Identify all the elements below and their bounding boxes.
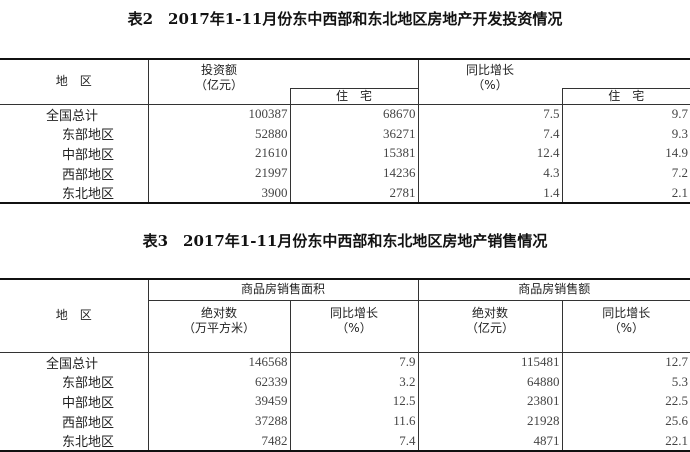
- investment-cell: 21610: [147, 143, 290, 164]
- header-sales-absolute: 绝对数 （亿元）: [417, 300, 563, 353]
- unit: （亿元）: [466, 320, 515, 335]
- area-growth-cell: 11.6: [289, 411, 419, 431]
- sales-growth-cell: 22.5: [561, 391, 690, 412]
- growth-cell: 7.4: [417, 124, 562, 144]
- sales-growth-cell: 5.3: [561, 372, 690, 392]
- header-growth-residential: 住 宅: [561, 87, 690, 105]
- table-row: 西部地区 37288 11.6 21928 25.6: [0, 411, 690, 431]
- unit: （%）: [336, 320, 372, 335]
- header-area-absolute: 绝对数 （万平方米）: [147, 300, 290, 353]
- growth-residential-cell: 14.9: [561, 143, 690, 164]
- sales-growth-cell: 12.7: [561, 352, 690, 373]
- investment-cell: 3900: [147, 182, 290, 204]
- growth-cell: 1.4: [417, 182, 562, 204]
- sales-cell: 115481: [417, 352, 563, 373]
- investment-cell: 100387: [147, 104, 290, 125]
- growth-residential-cell: 2.1: [561, 182, 690, 204]
- header-sales-growth: 同比增长 （%）: [561, 300, 690, 353]
- table-row: 中部地区 21610 15381 12.4 14.9: [0, 143, 690, 164]
- sales-table: 地 区 商品房销售面积 商品房销售额 绝对数 （万平方米） 同比增长 （%） 绝对数…: [0, 278, 690, 452]
- region-cell: 全国总计: [46, 108, 99, 124]
- table-row: 东北地区 7482 7.4 4871 22.1: [0, 430, 690, 452]
- region-cell: 东北地区: [62, 435, 115, 451]
- investment-cell: 21997: [147, 163, 290, 183]
- header-area-group: 商品房销售面积: [147, 279, 419, 301]
- region-cell: 中部地区: [62, 395, 115, 411]
- label: 同比增长: [602, 305, 651, 320]
- region-cell: 东部地区: [62, 376, 115, 392]
- sales-cell: 23801: [417, 391, 563, 412]
- sales-cell: 64880: [417, 372, 563, 392]
- growth-cell: 7.5: [417, 104, 562, 125]
- area-growth-cell: 7.9: [289, 352, 419, 373]
- label: 绝对数: [472, 305, 509, 320]
- unit: （万平方米）: [182, 320, 255, 335]
- region-cell: 中部地区: [62, 147, 115, 163]
- label: 同比增长: [330, 305, 379, 320]
- growth-residential-cell: 9.3: [561, 124, 690, 144]
- residential-cell: 2781: [289, 182, 418, 204]
- sales-growth-cell: 25.6: [561, 411, 690, 431]
- region-cell: 全国总计: [46, 356, 99, 372]
- sales-cell: 4871: [417, 430, 563, 452]
- area-cell: 146568: [147, 352, 290, 373]
- header-growth: 同比增长 （%）: [417, 59, 562, 105]
- area-growth-cell: 12.5: [289, 391, 419, 412]
- region-cell: 东部地区: [62, 128, 115, 144]
- area-growth-cell: 7.4: [289, 430, 419, 452]
- growth-cell: 12.4: [417, 143, 562, 164]
- header-growth-label: 同比增长: [465, 63, 514, 77]
- table3-title: 表3 2017年1-11月份东中西部和东北地区房地产销售情况: [142, 232, 548, 250]
- header-area-growth: 同比增长 （%）: [289, 300, 419, 353]
- table-row: 全国总计 100387 68670 7.5 9.7: [0, 104, 690, 125]
- label: 绝对数: [200, 305, 237, 320]
- header-investment-label: 投资额: [200, 63, 237, 77]
- area-growth-cell: 3.2: [289, 372, 419, 392]
- residential-cell: 36271: [289, 124, 418, 144]
- growth-cell: 4.3: [417, 163, 562, 183]
- header-region: 地 区: [0, 59, 148, 105]
- header-sales-group: 商品房销售额: [417, 279, 690, 301]
- table-row: 东部地区 52880 36271 7.4 9.3: [0, 124, 690, 144]
- region-cell: 西部地区: [62, 415, 115, 431]
- residential-cell: 68670: [289, 104, 418, 125]
- table-row: 中部地区 39459 12.5 23801 22.5: [0, 391, 690, 412]
- sales-cell: 21928: [417, 411, 563, 431]
- header-investment-unit: （亿元）: [194, 78, 243, 92]
- residential-cell: 14236: [289, 163, 418, 183]
- residential-cell: 15381: [289, 143, 418, 164]
- investment-table: 地 区 投资额 （亿元） 同比增长 （%） 住 宅 住 宅 全国总计 100387 68…: [0, 58, 690, 205]
- area-cell: 39459: [147, 391, 290, 412]
- table-row: 全国总计 146568 7.9 115481 12.7: [0, 352, 690, 373]
- investment-cell: 52880: [147, 124, 290, 144]
- growth-residential-cell: 9.7: [561, 104, 690, 125]
- region-cell: 西部地区: [62, 167, 115, 183]
- table-row: 东部地区 62339 3.2 64880 5.3: [0, 372, 690, 392]
- growth-residential-cell: 7.2: [561, 163, 690, 183]
- header-investment: 投资额 （亿元）: [147, 59, 290, 105]
- header-growth-unit: （%）: [472, 78, 508, 92]
- region-cell: 东北地区: [62, 187, 115, 203]
- header-region: 地 区: [0, 279, 148, 353]
- table-row: 东北地区 3900 2781 1.4 2.1: [0, 182, 690, 204]
- area-cell: 37288: [147, 411, 290, 431]
- sales-growth-cell: 22.1: [561, 430, 690, 452]
- header-residential: 住 宅: [289, 87, 418, 105]
- table-row: 西部地区 21997 14236 4.3 7.2: [0, 163, 690, 183]
- area-cell: 62339: [147, 372, 290, 392]
- unit: （%）: [608, 320, 644, 335]
- table2-title: 表2 2017年1-11月份东中西部和东北地区房地产开发投资情况: [127, 10, 563, 28]
- area-cell: 7482: [147, 430, 290, 452]
